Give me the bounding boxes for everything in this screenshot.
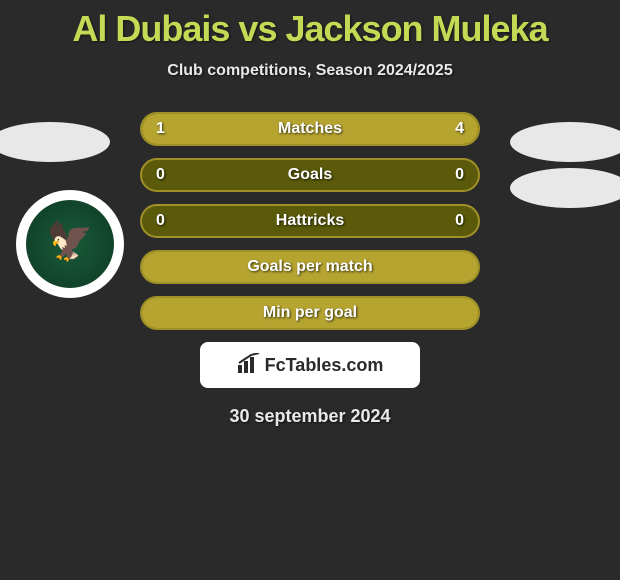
stat-val-right: 0 xyxy=(455,166,464,184)
subtitle: Club competitions, Season 2024/2025 xyxy=(0,62,620,80)
stat-label: Min per goal xyxy=(263,304,357,322)
club-left-logo: 🦅 xyxy=(16,190,124,298)
stat-val-left: 1 xyxy=(156,120,165,138)
stat-bar-goals: 0 Goals 0 xyxy=(140,158,480,192)
player-right-avatar xyxy=(510,122,620,162)
brand-badge[interactable]: FcTables.com xyxy=(200,342,420,388)
stats-bars: 1 Matches 4 0 Goals 0 0 Hattricks 0 Goal… xyxy=(140,112,480,330)
stat-label: Goals per match xyxy=(247,258,372,276)
brand-label: FcTables.com xyxy=(265,355,384,376)
bar-fill-right xyxy=(209,114,478,144)
stat-label: Matches xyxy=(278,120,342,138)
stat-label: Goals xyxy=(288,166,332,184)
stat-val-right: 0 xyxy=(455,212,464,230)
stat-bar-mpg: Min per goal xyxy=(140,296,480,330)
page-title: Al Dubais vs Jackson Muleka xyxy=(0,0,620,50)
date-label: 30 september 2024 xyxy=(0,406,620,427)
stat-bar-matches: 1 Matches 4 xyxy=(140,112,480,146)
stats-content: 🦅 1 Matches 4 0 Goals 0 0 Hattricks 0 Go… xyxy=(0,112,620,427)
stat-val-left: 0 xyxy=(156,166,165,184)
chart-icon xyxy=(237,353,261,378)
stat-val-left: 0 xyxy=(156,212,165,230)
stat-bar-gpm: Goals per match xyxy=(140,250,480,284)
stat-label: Hattricks xyxy=(276,212,344,230)
player-left-avatar xyxy=(0,122,110,162)
stat-val-right: 4 xyxy=(455,120,464,138)
club-left-logo-inner: 🦅 xyxy=(26,200,114,288)
bar-fill-left xyxy=(142,114,209,144)
stat-bar-hattricks: 0 Hattricks 0 xyxy=(140,204,480,238)
eagle-icon: 🦅 xyxy=(46,220,93,264)
club-right-avatar xyxy=(510,168,620,208)
